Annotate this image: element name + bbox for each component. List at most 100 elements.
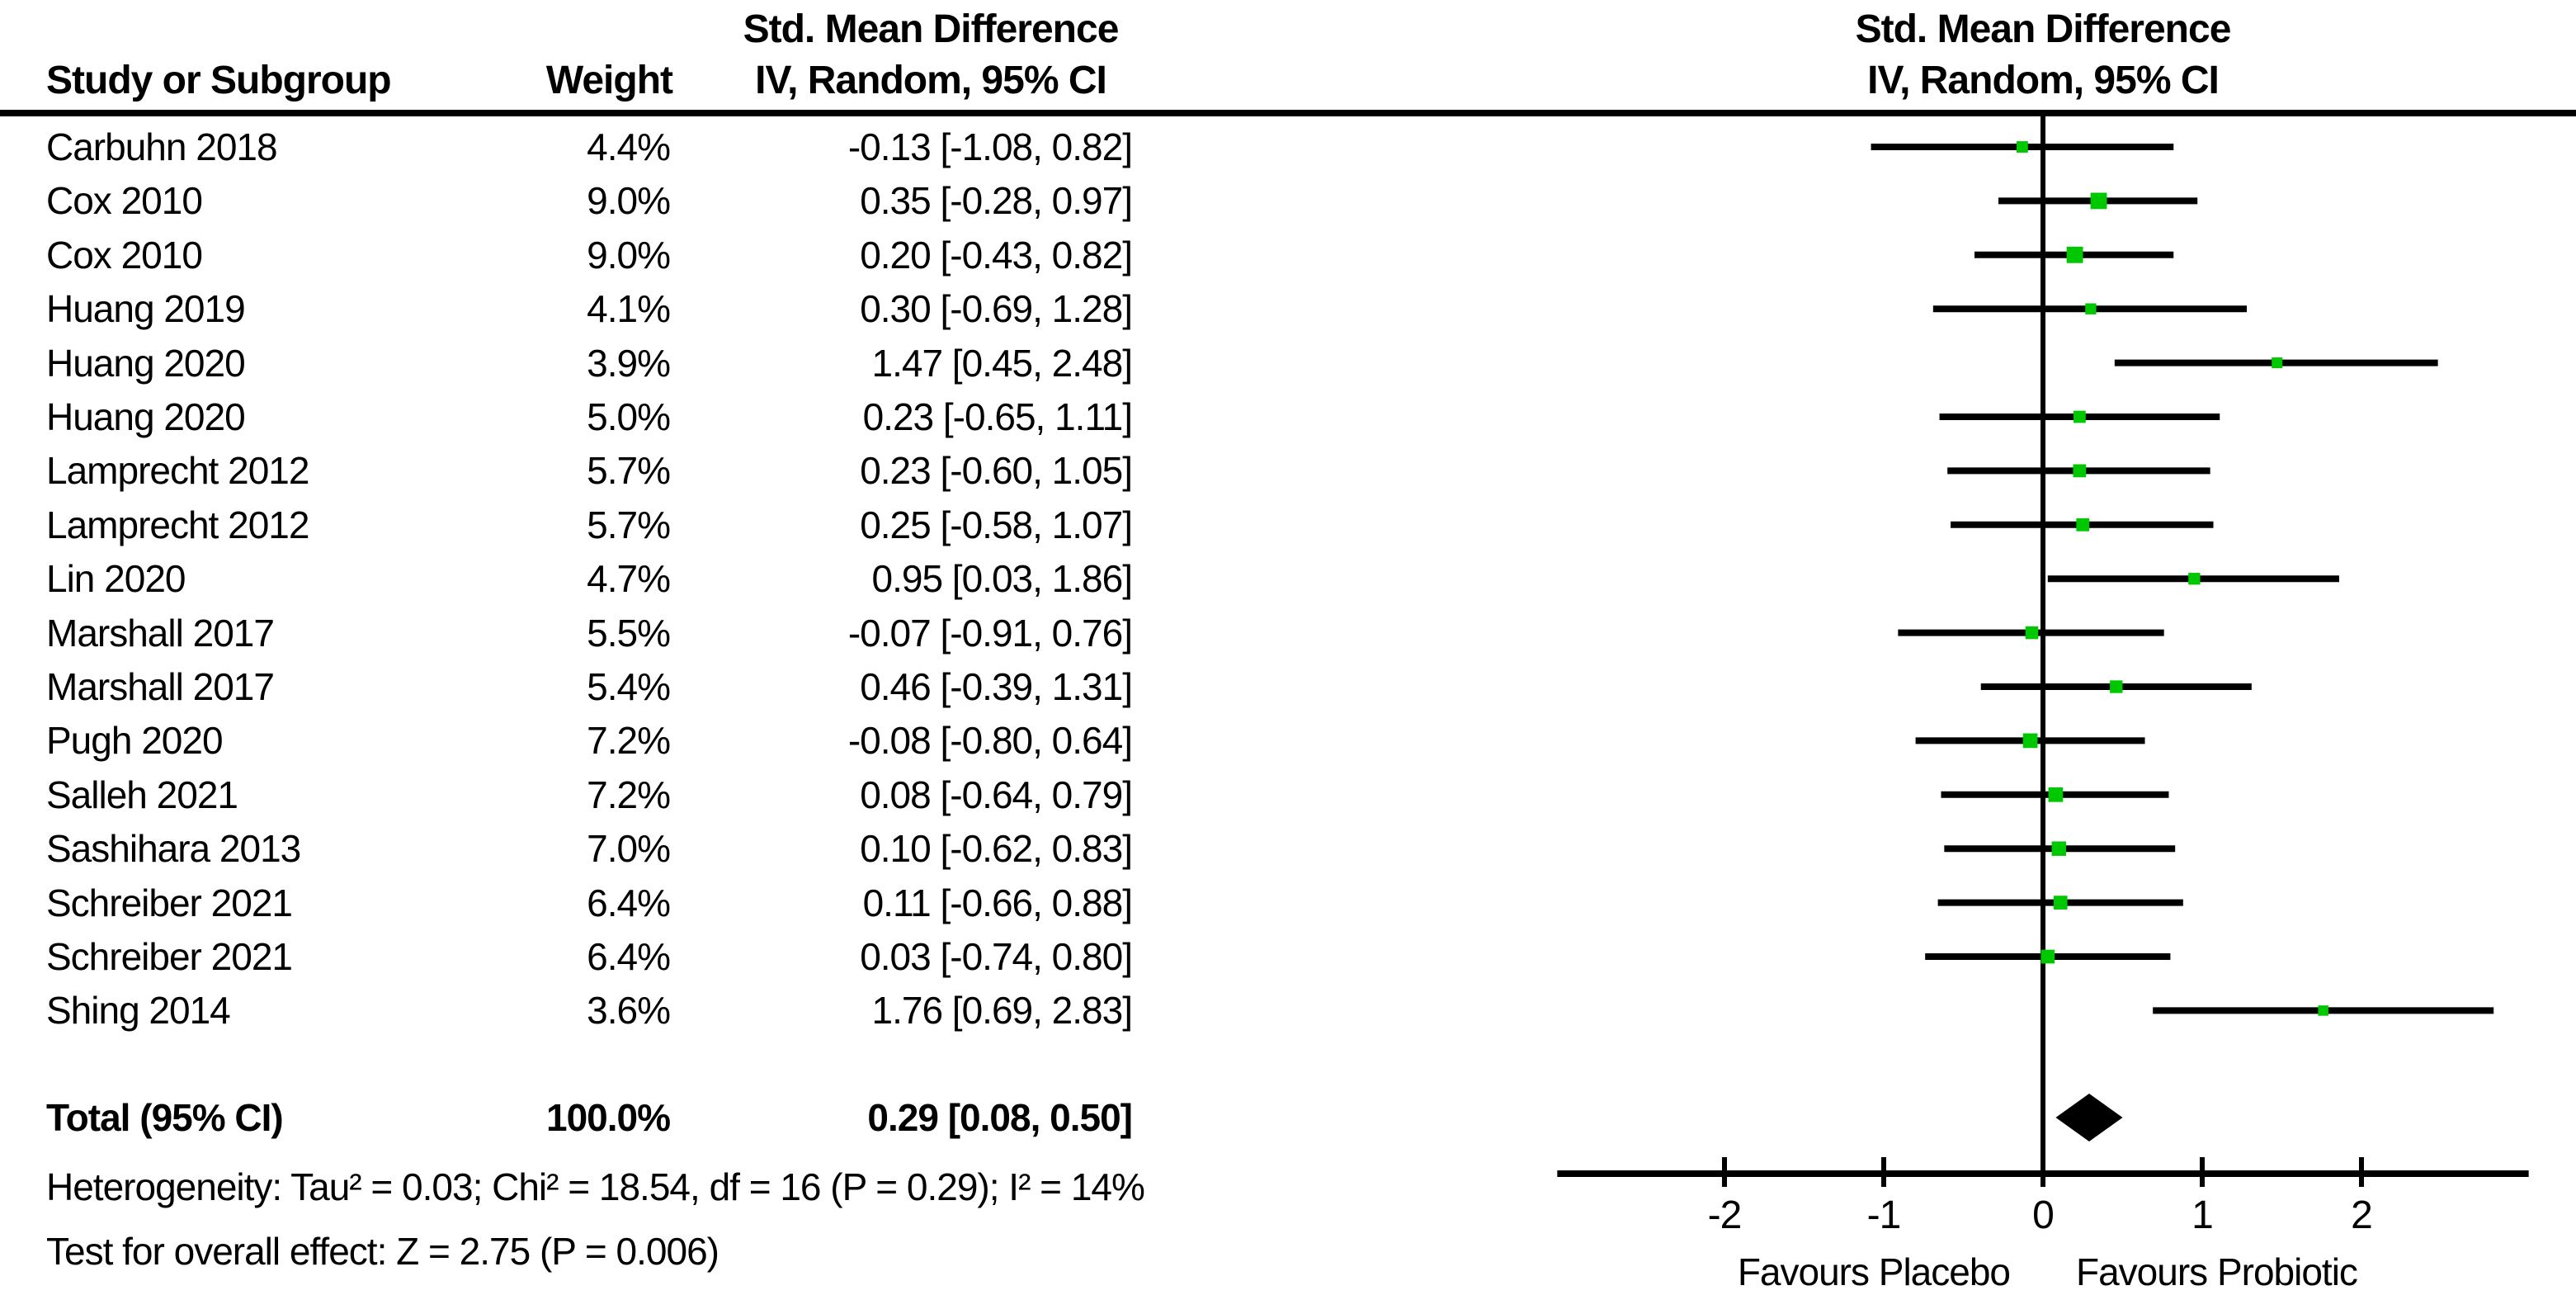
study-weight: 4.4% (587, 125, 671, 168)
study-weight: 5.0% (587, 395, 671, 438)
study-effect-estimate: 0.25 [-0.58, 1.07] (860, 503, 1133, 546)
study-name: Lamprecht 2012 (46, 503, 309, 546)
study-effect-estimate: -0.07 [-0.91, 0.76] (847, 611, 1133, 655)
study-weight: 5.7% (587, 449, 671, 493)
effect-point-marker (2048, 787, 2064, 802)
effect-point-marker (2066, 246, 2083, 263)
study-effect-estimate: 0.95 [0.03, 1.86] (871, 557, 1134, 601)
study-effect-estimate: 0.23 [-0.65, 1.11] (862, 395, 1133, 438)
effect-point-marker (2318, 1005, 2328, 1016)
study-effect-estimate: 0.46 [-0.39, 1.31] (860, 665, 1133, 708)
study-row: Cox 2010 9.0% 0.35 [-0.28, 0.97] (0, 177, 1320, 224)
study-effect-estimate: -0.13 [-1.08, 0.82] (847, 125, 1133, 168)
study-row: Marshall 2017 5.5% -0.07 [-0.91, 0.76] (0, 610, 1320, 656)
study-effect-estimate: 0.08 [-0.64, 0.79] (860, 773, 1133, 816)
plot-effect-measure-title: Std. Mean Difference (1855, 7, 2232, 51)
effect-point-marker (2051, 841, 2067, 856)
study-column-header: Study or Subgroup (46, 59, 392, 102)
study-row: Huang 2020 3.9% 1.47 [0.45, 2.48] (0, 340, 1320, 386)
x-axis-tick-label: -1 (1866, 1193, 1902, 1237)
study-weight: 5.5% (587, 611, 671, 655)
study-weight: 4.7% (587, 557, 671, 601)
study-name: Lin 2020 (46, 557, 186, 601)
x-axis-tick-label: 2 (2351, 1193, 2373, 1237)
study-weight: 3.9% (587, 341, 671, 385)
study-name: Salleh 2021 (46, 773, 238, 816)
study-weight: 7.2% (587, 719, 671, 763)
study-effect-estimate: 0.03 [-0.74, 0.80] (860, 935, 1133, 978)
study-name: Huang 2019 (46, 287, 246, 331)
favours-right-label: Favours Probiotic (2076, 1250, 2358, 1293)
left-effect-measure-title: Std. Mean Difference (743, 7, 1120, 51)
study-row: Pugh 2020 7.2% -0.08 [-0.80, 0.64] (0, 717, 1320, 763)
study-name: Lamprecht 2012 (46, 449, 309, 493)
study-row: Marshall 2017 5.4% 0.46 [-0.39, 1.31] (0, 664, 1320, 710)
study-name: Huang 2020 (46, 341, 246, 385)
total-row-label: Total (95% CI) (46, 1096, 284, 1139)
study-weight: 9.0% (587, 233, 671, 276)
study-weight: 7.0% (587, 827, 671, 871)
study-effect-estimate: 1.47 [0.45, 2.48] (871, 341, 1134, 385)
study-row: Schreiber 2021 6.4% 0.03 [-0.74, 0.80] (0, 933, 1320, 980)
study-name: Marshall 2017 (46, 665, 275, 708)
effect-point-marker (2076, 518, 2090, 532)
study-row: Schreiber 2021 6.4% 0.11 [-0.66, 0.88] (0, 880, 1320, 926)
total-effect-diamond (2055, 1094, 2123, 1141)
study-row: Lamprecht 2012 5.7% 0.25 [-0.58, 1.07] (0, 502, 1320, 548)
study-name: Cox 2010 (46, 233, 203, 276)
study-name: Pugh 2020 (46, 719, 224, 763)
effect-point-marker (2016, 141, 2028, 153)
overall-effect-text: Test for overall effect: Z = 2.75 (P = 0… (46, 1230, 719, 1273)
effect-point-marker (2085, 303, 2097, 314)
study-effect-estimate: 0.23 [-0.60, 1.05] (860, 449, 1133, 493)
study-weight: 3.6% (587, 989, 671, 1033)
study-name: Schreiber 2021 (46, 881, 293, 924)
effect-point-marker (2041, 949, 2055, 964)
study-effect-estimate: 1.76 [0.69, 2.83] (871, 989, 1134, 1033)
effect-point-marker (2074, 410, 2086, 423)
effect-point-marker (2022, 733, 2038, 749)
total-row-effect: 0.29 [0.08, 0.50] (867, 1096, 1133, 1139)
effect-point-marker (2090, 192, 2107, 210)
study-weight: 5.7% (587, 503, 671, 546)
study-effect-estimate: 0.11 [-0.66, 0.88] (862, 881, 1133, 924)
effect-point-marker (2110, 680, 2123, 693)
study-row: Carbuhn 2018 4.4% -0.13 [-1.08, 0.82] (0, 124, 1320, 170)
study-weight: 4.1% (587, 287, 671, 331)
effect-point-marker (2272, 357, 2283, 369)
study-name: Huang 2020 (46, 395, 246, 438)
effect-point-marker (2188, 573, 2201, 585)
study-name: Marshall 2017 (46, 611, 275, 655)
favours-left-label: Favours Placebo (1737, 1250, 2011, 1293)
study-name: Cox 2010 (46, 179, 203, 223)
study-row: Cox 2010 9.0% 0.20 [-0.43, 0.82] (0, 232, 1320, 278)
x-axis-tick-label: 0 (2032, 1193, 2055, 1237)
study-weight: 7.2% (587, 773, 671, 816)
study-row: Lamprecht 2012 5.7% 0.23 [-0.60, 1.05] (0, 447, 1320, 494)
study-name: Sashihara 2013 (46, 827, 301, 871)
study-row: Huang 2019 4.1% 0.30 [-0.69, 1.28] (0, 286, 1320, 332)
study-row: Huang 2020 5.0% 0.23 [-0.65, 1.11] (0, 394, 1320, 440)
study-weight: 9.0% (587, 179, 671, 223)
study-row: Sashihara 2013 7.0% 0.10 [-0.62, 0.83] (0, 825, 1320, 872)
study-weight: 6.4% (587, 881, 671, 924)
effect-point-marker (2025, 626, 2039, 640)
effect-point-marker (2053, 896, 2068, 910)
study-effect-estimate: 0.35 [-0.28, 0.97] (860, 179, 1133, 223)
study-name: Schreiber 2021 (46, 935, 293, 978)
plot-ci-subtitle: IV, Random, 95% CI (1867, 59, 2220, 102)
study-name: Shing 2014 (46, 989, 231, 1033)
study-effect-estimate: -0.08 [-0.80, 0.64] (847, 719, 1133, 763)
study-weight: 5.4% (587, 665, 671, 708)
study-effect-estimate: 0.10 [-0.62, 0.83] (860, 827, 1133, 871)
study-row: Salleh 2021 7.2% 0.08 [-0.64, 0.79] (0, 772, 1320, 818)
header-rule (0, 110, 2576, 116)
study-weight: 6.4% (587, 935, 671, 978)
weight-column-header: Weight (545, 59, 673, 102)
study-row: Shing 2014 3.6% 1.76 [0.69, 2.83] (0, 987, 1320, 1033)
study-effect-estimate: 0.30 [-0.69, 1.28] (860, 287, 1133, 331)
study-name: Carbuhn 2018 (46, 125, 278, 168)
ci-column-header: IV, Random, 95% CI (755, 59, 1107, 102)
study-row: Lin 2020 4.7% 0.95 [0.03, 1.86] (0, 555, 1320, 602)
